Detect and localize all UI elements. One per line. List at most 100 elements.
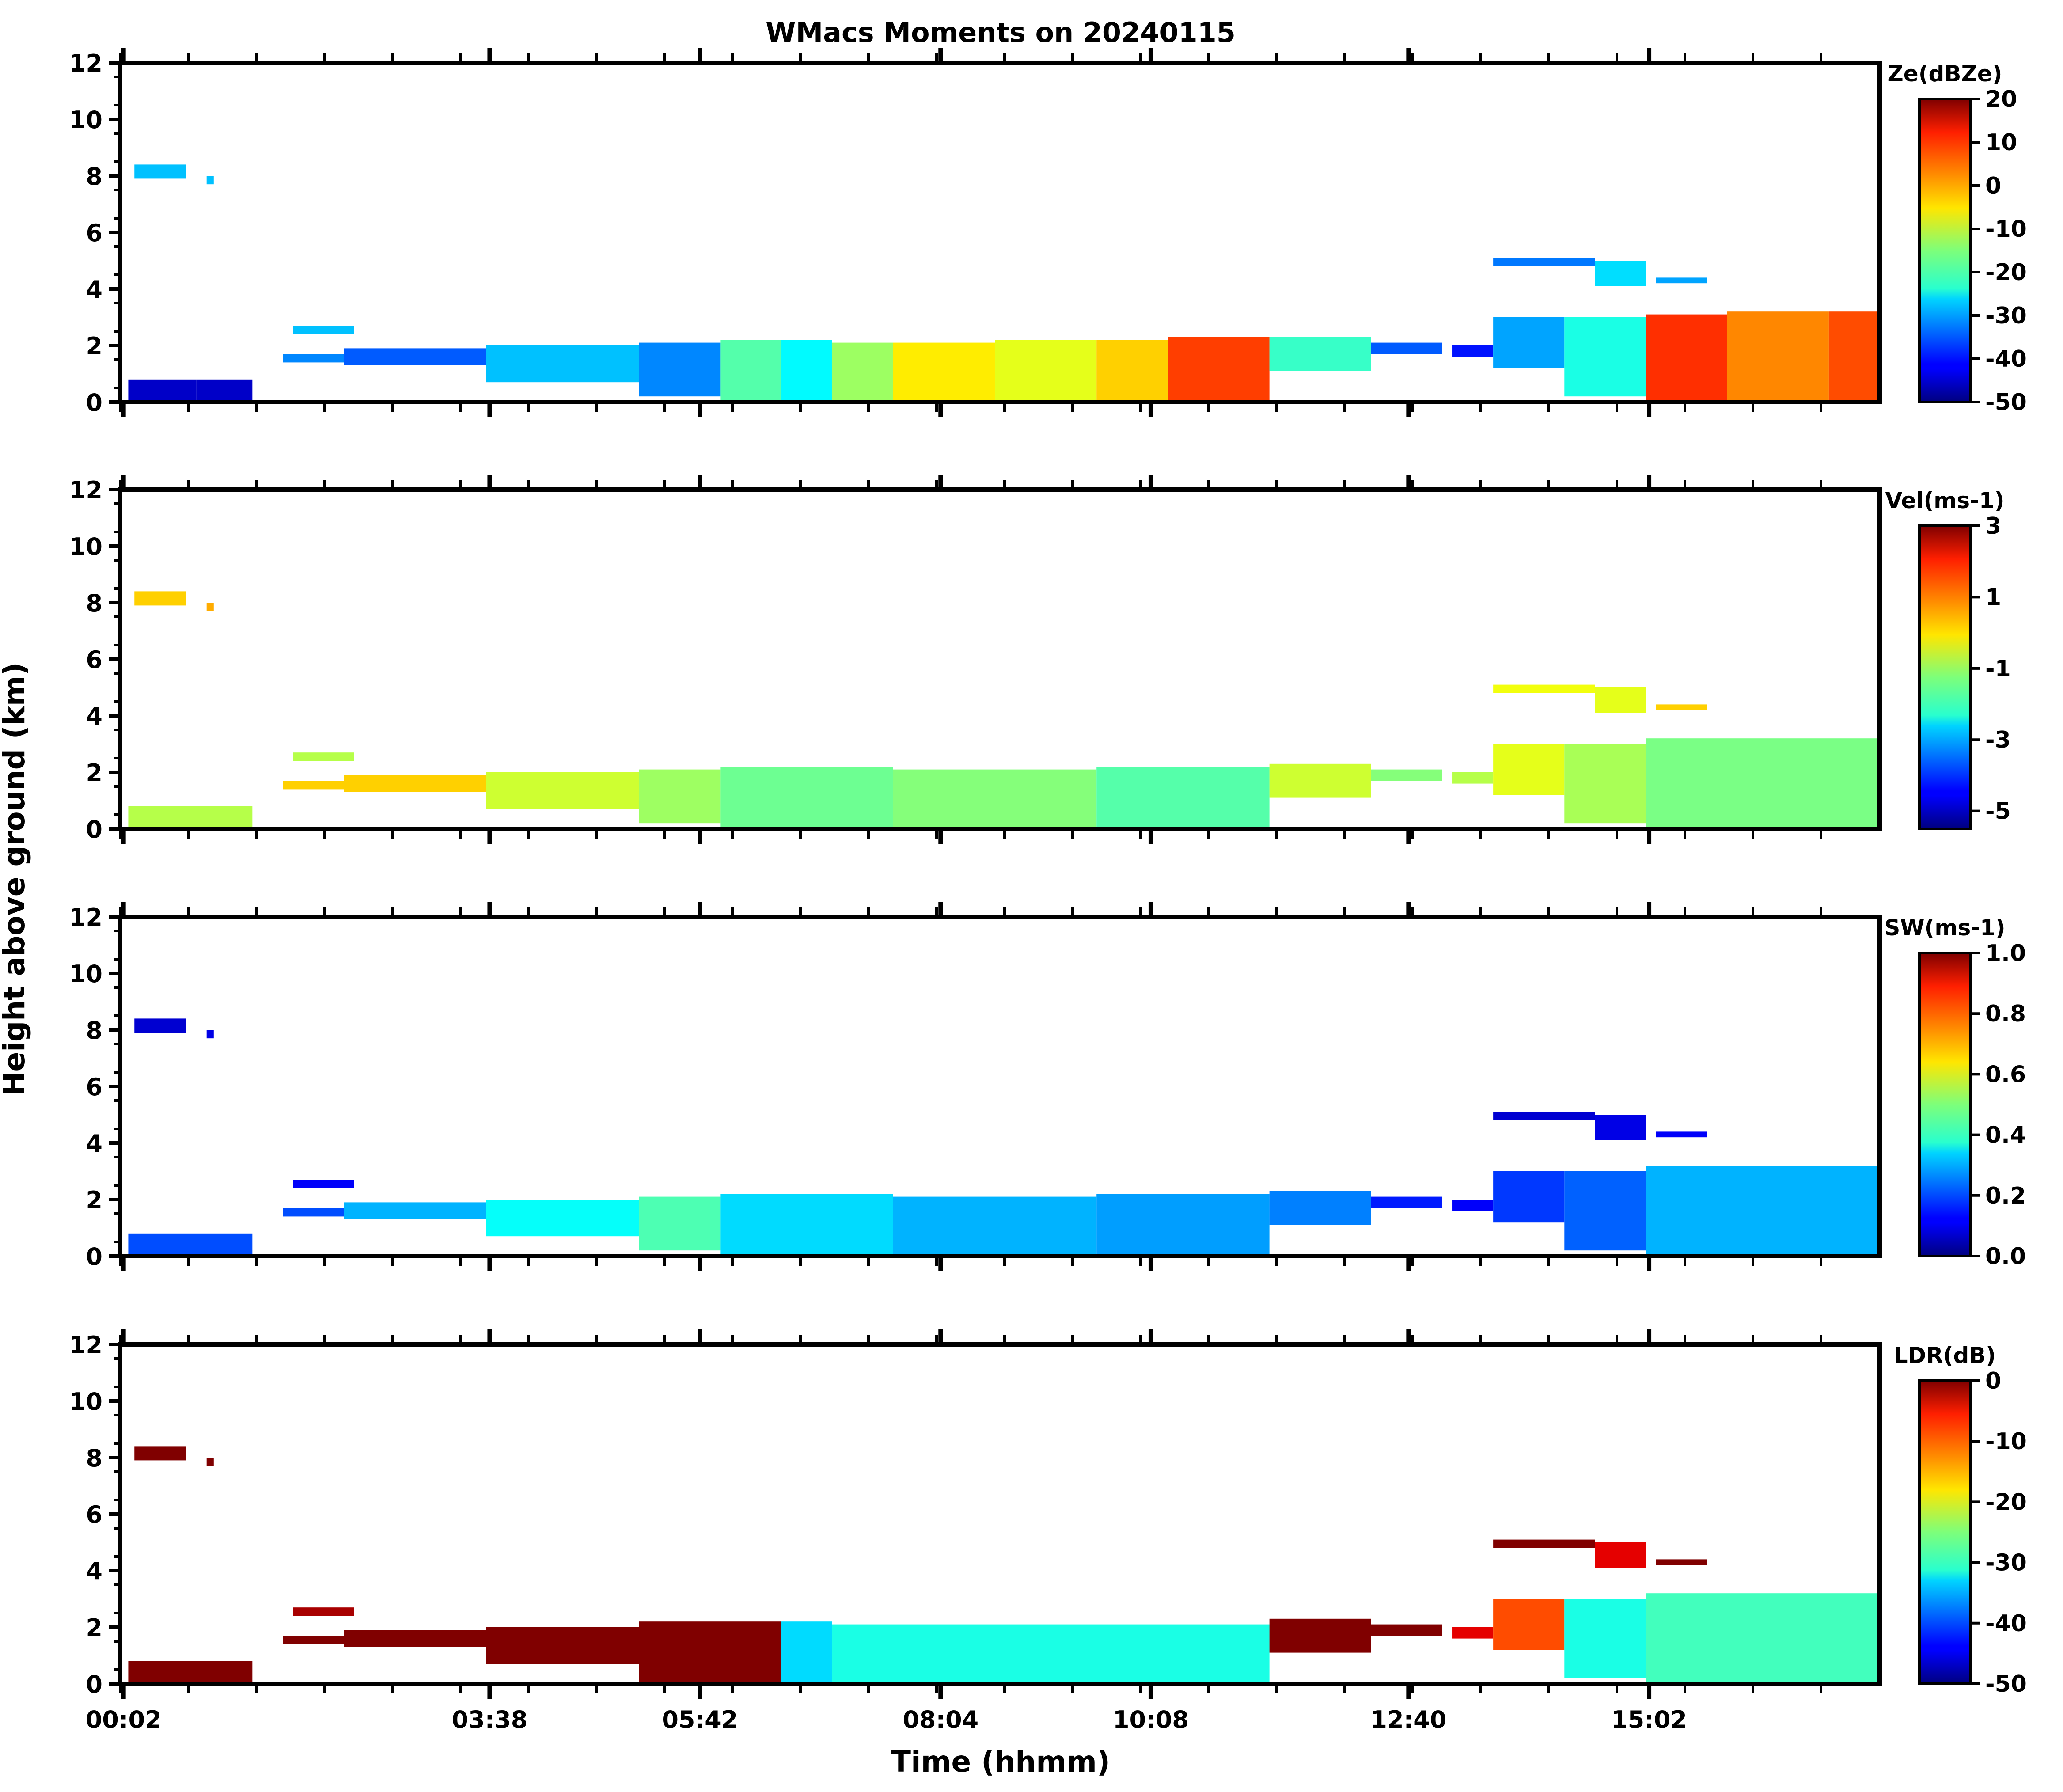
- echo-segment-6: [486, 1200, 639, 1237]
- colorbar-tick-label: -20: [1985, 1489, 2027, 1515]
- echo-segment-14: [1493, 1171, 1565, 1223]
- y-tick-label: 0: [86, 816, 102, 843]
- colorbar-tick-label: 10: [1985, 129, 2017, 156]
- echo-segment-12: [893, 342, 995, 402]
- echo-segment-24: [1493, 258, 1595, 266]
- echo-segment-10: [781, 340, 832, 402]
- colorbar: [1918, 524, 1972, 830]
- colorbar-label: Ze(dBZe): [1888, 61, 2002, 87]
- echo-segment-4: [293, 752, 354, 761]
- y-tick-label: 2: [86, 759, 102, 787]
- echo-segment-16: [1269, 337, 1371, 371]
- echo-segment-19: [1493, 317, 1565, 368]
- x-tick-label: 08:04: [903, 1706, 978, 1734]
- echo-segment-4: [283, 354, 344, 363]
- echo-segment-16: [1493, 1539, 1595, 1548]
- echo-segment-3: [283, 781, 344, 790]
- echo-segment-26: [1656, 277, 1707, 284]
- echo-segment-18: [1656, 1559, 1707, 1565]
- echo-segment-6: [486, 772, 639, 809]
- echo-marks: [128, 1018, 1880, 1256]
- colorbar-tick-label: 0.6: [1985, 1061, 2026, 1088]
- echo-segment-6: [344, 348, 486, 365]
- echo-segment-8: [781, 1621, 832, 1684]
- y-tick-label: 8: [86, 589, 102, 617]
- y-tick-label: 10: [69, 1388, 102, 1416]
- y-tick-label: 4: [86, 1557, 102, 1585]
- echo-segment-0: [128, 1661, 253, 1684]
- echo-segment-17: [1493, 1112, 1595, 1120]
- echo-segment-12: [1371, 769, 1443, 781]
- echo-segment-15: [1646, 1593, 1880, 1684]
- echo-segment-17: [1595, 1542, 1646, 1568]
- y-tick-label: 6: [86, 646, 102, 674]
- echo-segment-3: [283, 1208, 344, 1217]
- echo-segment-9: [893, 1196, 1097, 1256]
- y-tick-label: 12: [69, 49, 102, 77]
- echo-segment-2: [134, 164, 186, 179]
- x-tick-label: 12:40: [1370, 1706, 1446, 1734]
- colorbar-tick-label: -1: [1985, 656, 2011, 682]
- echo-segment-2: [206, 603, 214, 611]
- colorbar-tick-label: 3: [1985, 513, 2001, 539]
- panel-ldr: 0 2 4 6 8 10 12 00:02 03:38 05:42 08:04 10:08 12:40 1…: [69, 1329, 2027, 1734]
- x-tick-label: 10:08: [1113, 1706, 1189, 1734]
- colorbar-tick-label: 0.8: [1985, 1001, 2026, 1027]
- echo-segment-8: [639, 342, 721, 397]
- colorbar: [1918, 952, 1972, 1257]
- echo-segment-13: [1493, 1599, 1565, 1650]
- y-tick-label: 4: [86, 1130, 102, 1158]
- panel-vel: 0 2 4 6 8 10 12 Vel(ms-1)3 1 -1 -3 -5: [69, 475, 2011, 844]
- colorbar-tick-label: -30: [1985, 303, 2027, 329]
- colorbar-tick-label: 0.2: [1985, 1183, 2026, 1209]
- y-tick-label: 0: [86, 1243, 102, 1271]
- echo-segment-1: [134, 591, 186, 606]
- colorbar-tick-label: -40: [1985, 346, 2027, 372]
- colorbar-tick-label: -10: [1985, 216, 2027, 243]
- colorbar-tick-label: -5: [1985, 798, 2011, 825]
- colorbar: [1918, 1379, 1972, 1685]
- y-tick-label: 8: [86, 1444, 102, 1472]
- echo-segment-8: [720, 1194, 893, 1256]
- colorbar-tick-label: 0.4: [1985, 1122, 2026, 1149]
- echo-segment-7: [639, 1621, 781, 1684]
- y-tick-label: 10: [69, 960, 102, 988]
- echo-segment-15: [1564, 744, 1646, 824]
- colorbar-tick-label: -50: [1985, 1671, 2027, 1697]
- echo-segment-13: [1452, 772, 1494, 784]
- colorbar-label: LDR(dB): [1894, 1343, 1996, 1368]
- echo-segment-19: [1656, 1131, 1707, 1138]
- echo-segment-10: [1269, 1618, 1371, 1653]
- echo-segment-17: [1371, 342, 1443, 354]
- echo-segment-4: [293, 1180, 354, 1188]
- echo-segment-9: [720, 340, 781, 402]
- echo-segment-13: [994, 340, 1097, 402]
- colorbar-tick-label: -20: [1985, 259, 2027, 286]
- panel-sw: 0 2 4 6 8 10 12 SW(ms-1)1.0 0.8 0.6 0.4 0.2 0.0: [69, 902, 2026, 1271]
- x-tick-label: 00:02: [86, 1706, 162, 1734]
- y-tick-label: 12: [69, 476, 102, 504]
- y-tick-label: 8: [86, 163, 102, 190]
- echo-segment-3: [206, 176, 214, 185]
- colorbar-tick-label: 1.0: [1985, 940, 2026, 967]
- echo-marks: [128, 591, 1880, 829]
- echo-segment-7: [639, 1196, 721, 1251]
- echo-segment-10: [1096, 767, 1270, 829]
- echo-segment-11: [1269, 763, 1371, 798]
- echo-segment-22: [1727, 311, 1829, 402]
- colorbar-tick-label: 20: [1985, 86, 2017, 113]
- y-tick-label: 8: [86, 1017, 102, 1044]
- echo-segment-5: [344, 1202, 486, 1219]
- echo-segment-14: [1096, 340, 1168, 402]
- colorbar-tick-label: -50: [1985, 389, 2027, 416]
- echo-segment-7: [486, 345, 639, 383]
- y-tick-label: 6: [86, 219, 102, 247]
- echo-segment-11: [1269, 1191, 1371, 1225]
- colorbar-tick-label: -10: [1985, 1428, 2027, 1455]
- echo-segment-12: [1371, 1196, 1443, 1208]
- echo-segment-14: [1493, 744, 1565, 795]
- echo-segment-14: [1564, 1599, 1646, 1678]
- echo-segment-18: [1452, 345, 1494, 357]
- colorbar-tick-label: -40: [1985, 1610, 2027, 1637]
